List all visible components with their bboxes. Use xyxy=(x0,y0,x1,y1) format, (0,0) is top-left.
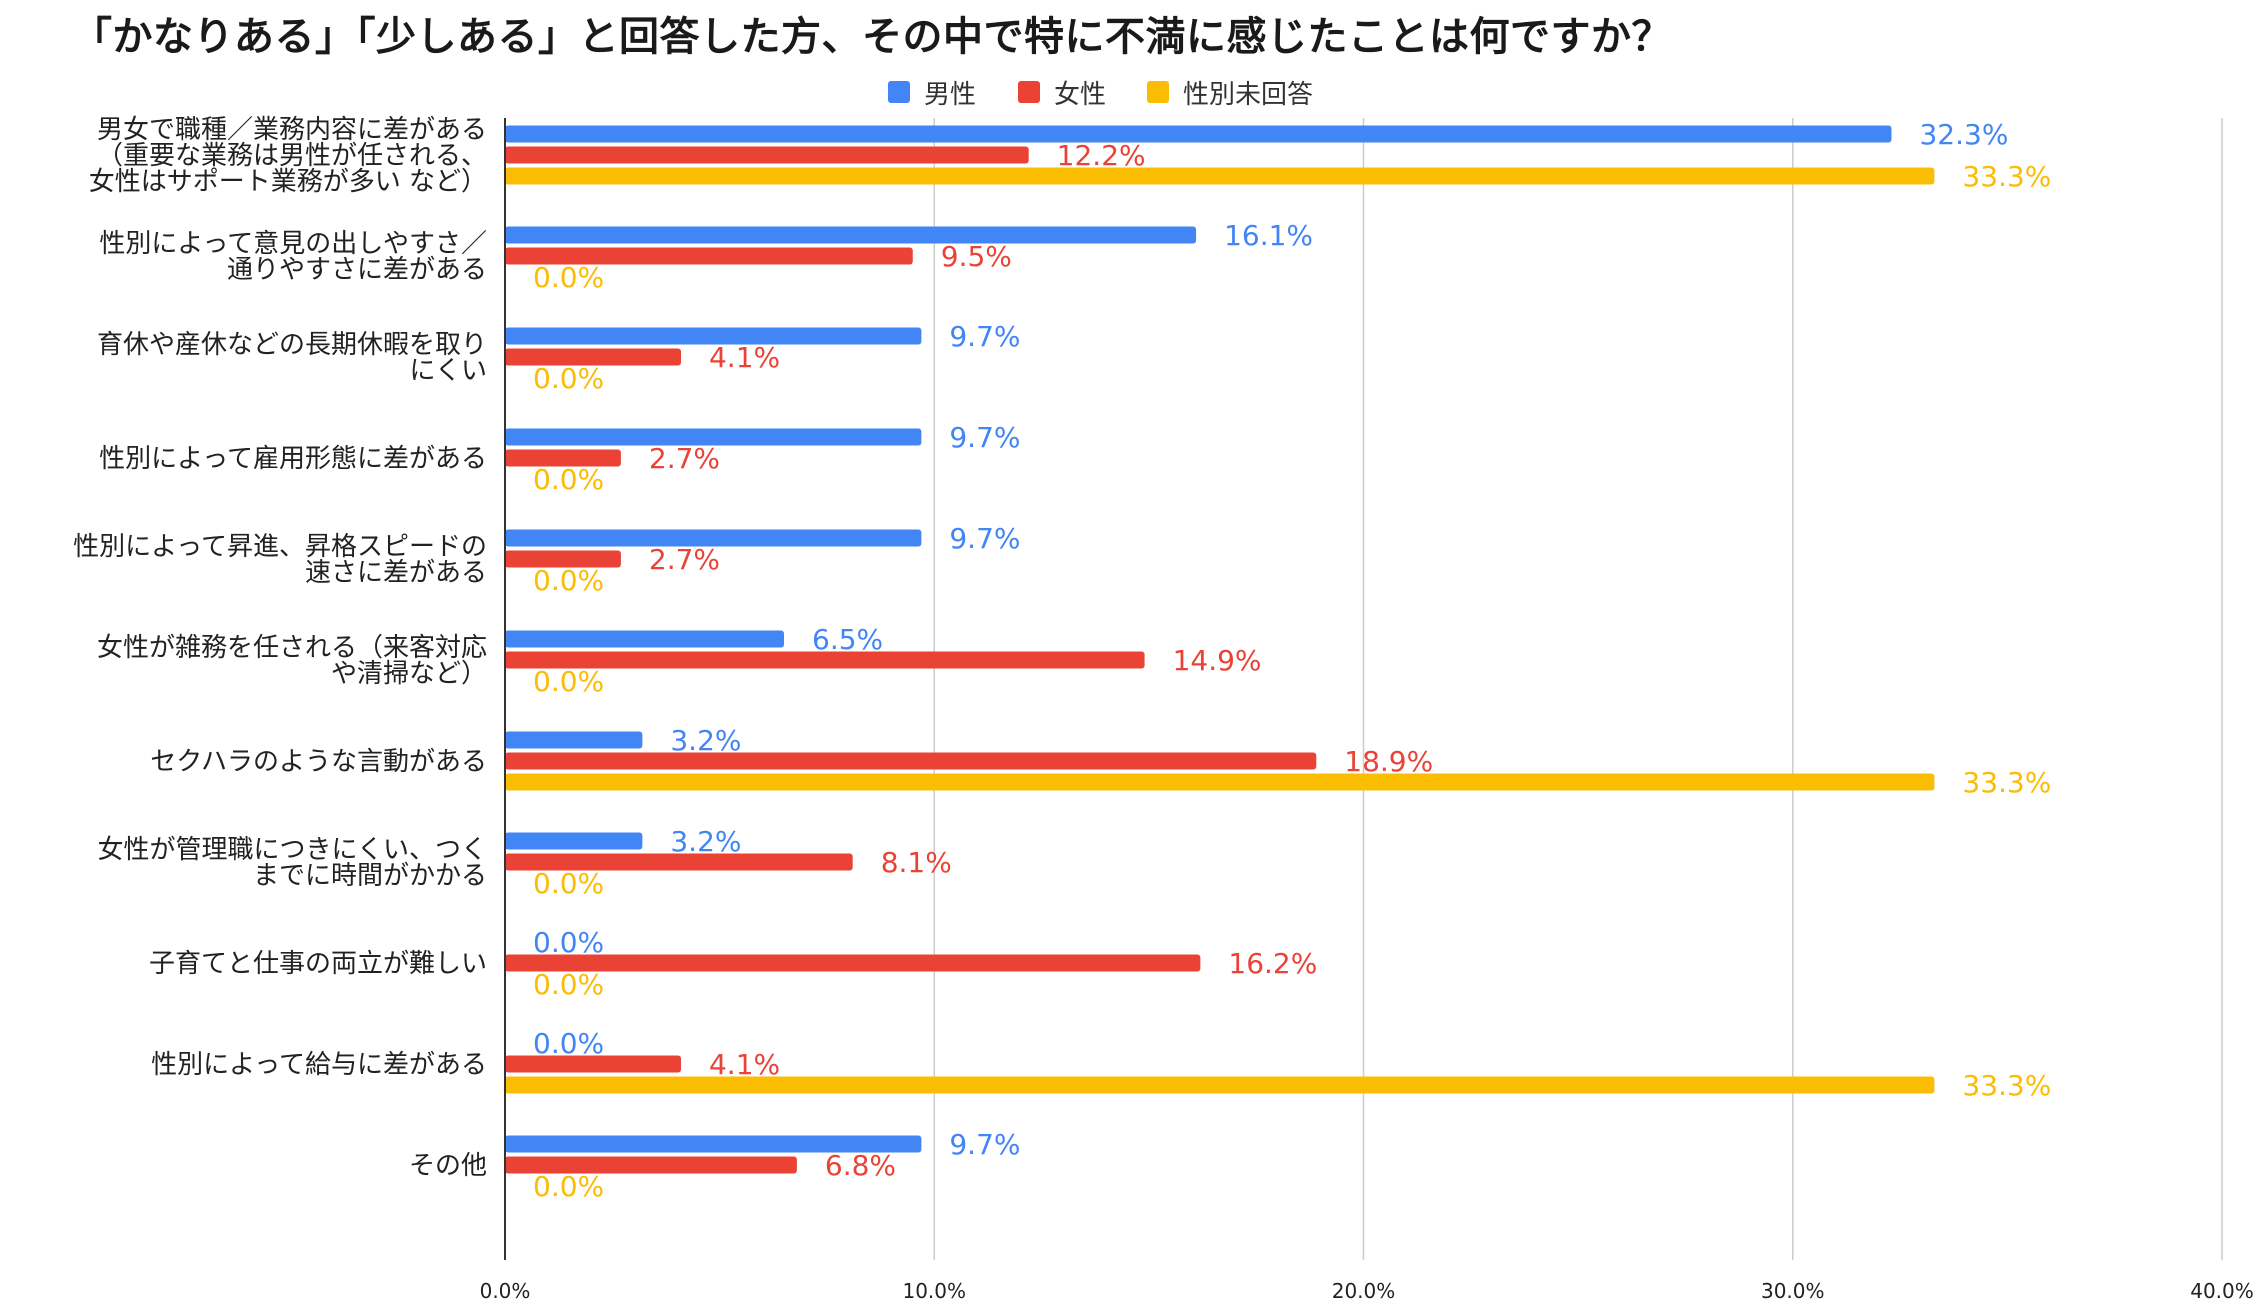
data-label: 9.7% xyxy=(949,1128,1020,1161)
bar xyxy=(505,1055,681,1073)
bar xyxy=(505,348,681,366)
x-tick-label: 20.0% xyxy=(1332,1279,1396,1303)
bar xyxy=(505,651,1145,669)
data-label: 4.1% xyxy=(709,1048,780,1081)
data-label: 0.0% xyxy=(533,362,604,395)
bar xyxy=(505,449,621,467)
bar xyxy=(505,832,643,850)
bar xyxy=(505,1135,922,1153)
data-label: 2.7% xyxy=(649,442,720,475)
data-label: 0.0% xyxy=(533,926,604,959)
x-tick-label: 10.0% xyxy=(902,1279,966,1303)
data-label: 0.0% xyxy=(533,1027,604,1060)
data-label: 18.9% xyxy=(1344,745,1433,778)
data-label: 0.0% xyxy=(533,463,604,496)
data-label: 33.3% xyxy=(1962,1069,2051,1102)
data-label: 0.0% xyxy=(533,665,604,698)
data-label: 14.9% xyxy=(1173,644,1262,677)
bar xyxy=(505,247,913,265)
legend-swatch xyxy=(1147,81,1169,103)
legend-item: 性別未回答 xyxy=(1147,72,1313,112)
data-label: 9.5% xyxy=(941,240,1012,273)
category-label: 性別によって昇進、昇格スピードの速さに差がある xyxy=(73,532,487,588)
bar xyxy=(505,1076,1935,1094)
data-label: 0.0% xyxy=(533,261,604,294)
bar xyxy=(505,428,922,446)
bar xyxy=(505,1156,797,1174)
legend-label: 男性 xyxy=(924,79,977,110)
category-label: 男女で職種／業務内容に差がある（重要な業務は男性が任される、女性はサポート業務が… xyxy=(89,115,487,197)
data-label: 4.1% xyxy=(709,341,780,374)
bar xyxy=(505,550,621,568)
legend-item: 男性 xyxy=(888,72,976,112)
data-label: 9.7% xyxy=(949,320,1020,353)
data-label: 9.7% xyxy=(949,522,1020,555)
category-label: 子育てと仕事の両立が難しい xyxy=(149,949,487,979)
bar xyxy=(505,731,643,749)
category-label: 女性が雑務を任される（来客対応や清掃など） xyxy=(97,633,487,689)
bar xyxy=(505,226,1197,244)
x-tick-label: 40.0% xyxy=(2190,1279,2254,1303)
legend-item: 女性 xyxy=(1018,72,1106,112)
bar xyxy=(505,773,1935,791)
data-label: 0.0% xyxy=(533,867,604,900)
bar xyxy=(505,146,1029,164)
legend-label: 性別未回答 xyxy=(1183,79,1314,110)
data-label: 33.3% xyxy=(1962,766,2051,799)
data-label: 3.2% xyxy=(670,825,741,858)
category-label: 性別によって雇用形態に差がある xyxy=(99,444,487,474)
data-label: 0.0% xyxy=(533,968,604,1001)
data-label: 33.3% xyxy=(1962,160,2051,193)
data-label: 32.3% xyxy=(1919,118,2008,151)
data-label: 8.1% xyxy=(881,846,952,879)
data-label: 0.0% xyxy=(533,564,604,597)
bar xyxy=(505,752,1317,770)
data-label: 6.8% xyxy=(825,1149,896,1182)
bar xyxy=(505,327,922,345)
legend: 男性 女性 性別未回答 xyxy=(0,72,2268,112)
data-label: 9.7% xyxy=(949,421,1020,454)
bar xyxy=(505,954,1201,972)
category-label: 女性が管理職につきにくい、つくまでに時間がかかる xyxy=(98,835,487,891)
legend-swatch xyxy=(888,81,910,103)
bar xyxy=(505,630,785,648)
bar xyxy=(505,853,853,871)
data-label: 6.5% xyxy=(812,623,883,656)
data-label: 0.0% xyxy=(533,1170,604,1203)
data-label: 2.7% xyxy=(649,543,720,576)
category-label: その他 xyxy=(409,1151,487,1181)
data-label: 16.2% xyxy=(1228,947,1317,980)
bar xyxy=(505,529,922,547)
bar xyxy=(505,167,1935,185)
legend-swatch xyxy=(1018,81,1040,103)
chart-title: 「かなりある」「少しある」と回答した方、その中で特に不満に感じたことは何ですか？ xyxy=(72,14,1672,60)
bar xyxy=(505,125,1892,143)
x-tick-label: 0.0% xyxy=(480,1279,531,1303)
category-label: 育休や産休などの長期休暇を取りにくい xyxy=(97,330,487,386)
category-label: 性別によって給与に差がある xyxy=(151,1050,487,1080)
data-label: 16.1% xyxy=(1224,219,1313,252)
data-label: 3.2% xyxy=(670,724,741,757)
legend-label: 女性 xyxy=(1054,79,1107,110)
category-label: セクハラのような言動がある xyxy=(150,747,487,777)
category-label: 性別によって意見の出しやすさ／通りやすさに差がある xyxy=(99,229,487,285)
x-tick-label: 30.0% xyxy=(1761,1279,1825,1303)
data-label: 12.2% xyxy=(1057,139,1146,172)
